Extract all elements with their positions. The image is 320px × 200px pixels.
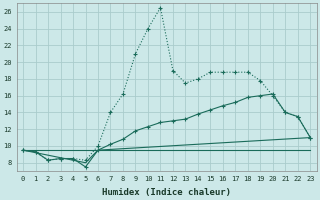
X-axis label: Humidex (Indice chaleur): Humidex (Indice chaleur)	[102, 188, 231, 197]
